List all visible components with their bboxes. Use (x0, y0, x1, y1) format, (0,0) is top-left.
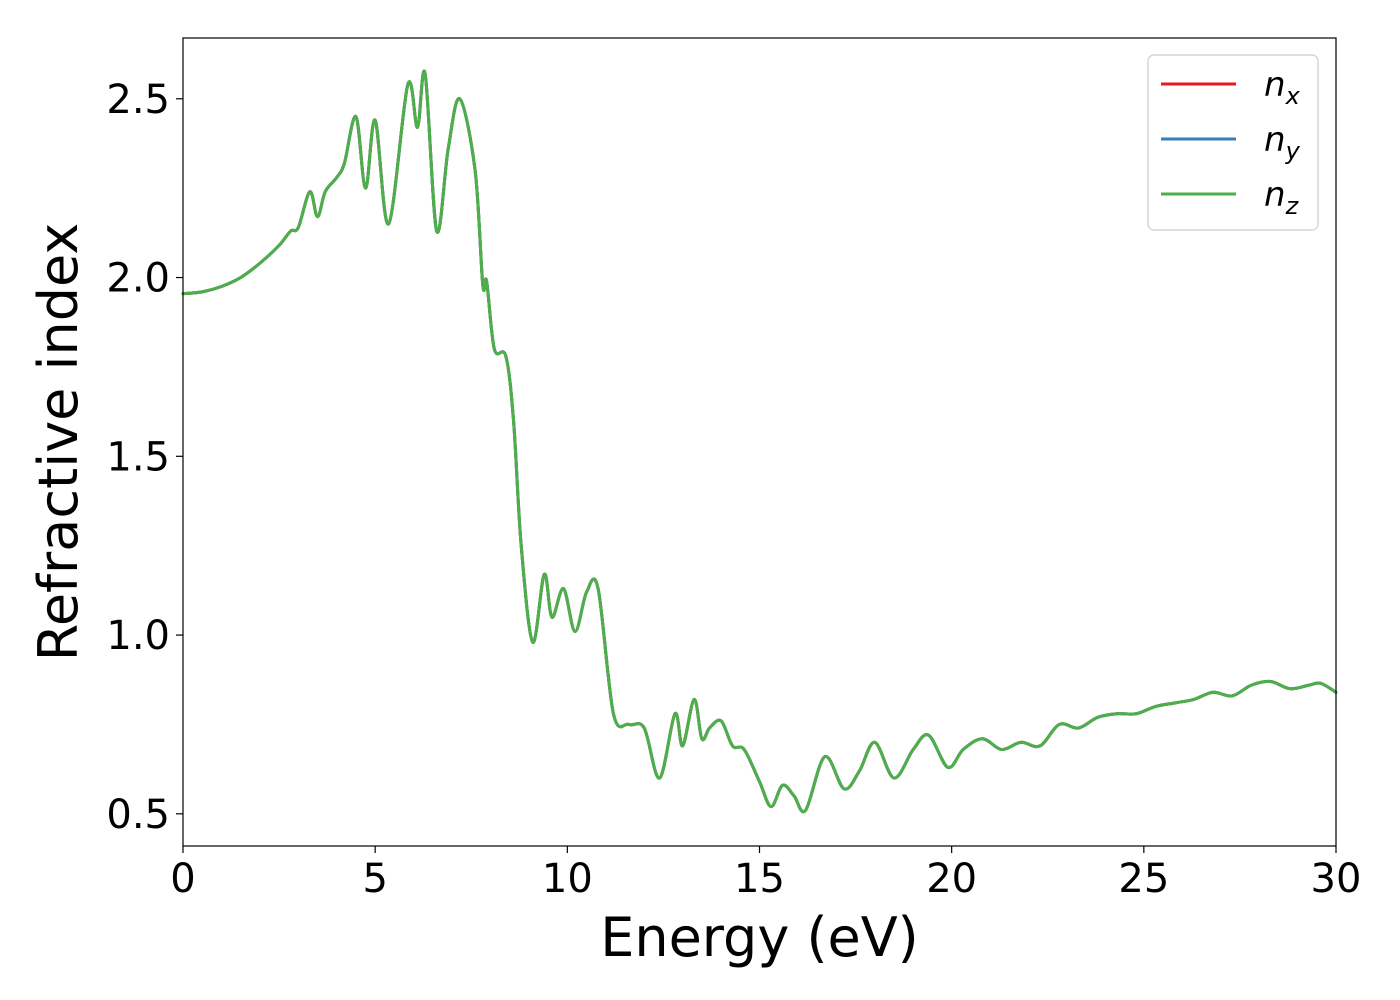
x-tick-label: 5 (362, 856, 387, 902)
y-tick-label: 2.0 (106, 256, 170, 302)
legend-label-ny: ny (1264, 120, 1301, 165)
x-tick-label: 10 (542, 856, 593, 902)
y-axis-ticks: 0.5 1.0 1.5 2.0 2.5 (106, 77, 183, 838)
y-tick-label: 2.5 (106, 77, 170, 123)
legend: nx ny nz (1147, 54, 1319, 231)
y-tick-label: 0.5 (106, 792, 170, 838)
x-axis-label: Energy (eV) (600, 906, 919, 969)
series-line-nz (181, 69, 1338, 814)
x-tick-label: 30 (1311, 856, 1362, 902)
x-tick-label: 20 (926, 856, 977, 902)
legend-items: nx ny nz (1161, 65, 1301, 220)
y-tick-label: 1.5 (106, 434, 170, 480)
x-axis-ticks: 0 5 10 15 20 25 30 (170, 846, 1361, 902)
y-tick-label: 1.0 (106, 613, 170, 659)
x-tick-label: 15 (734, 856, 785, 902)
x-tick-label: 25 (1118, 856, 1169, 902)
x-tick-label: 0 (170, 856, 195, 902)
series-layer (181, 69, 1338, 814)
y-axis-label: Refractive index (27, 223, 90, 662)
legend-label-nz: nz (1264, 175, 1300, 220)
legend-label-nx: nx (1264, 65, 1301, 110)
legend-box (1147, 54, 1319, 231)
